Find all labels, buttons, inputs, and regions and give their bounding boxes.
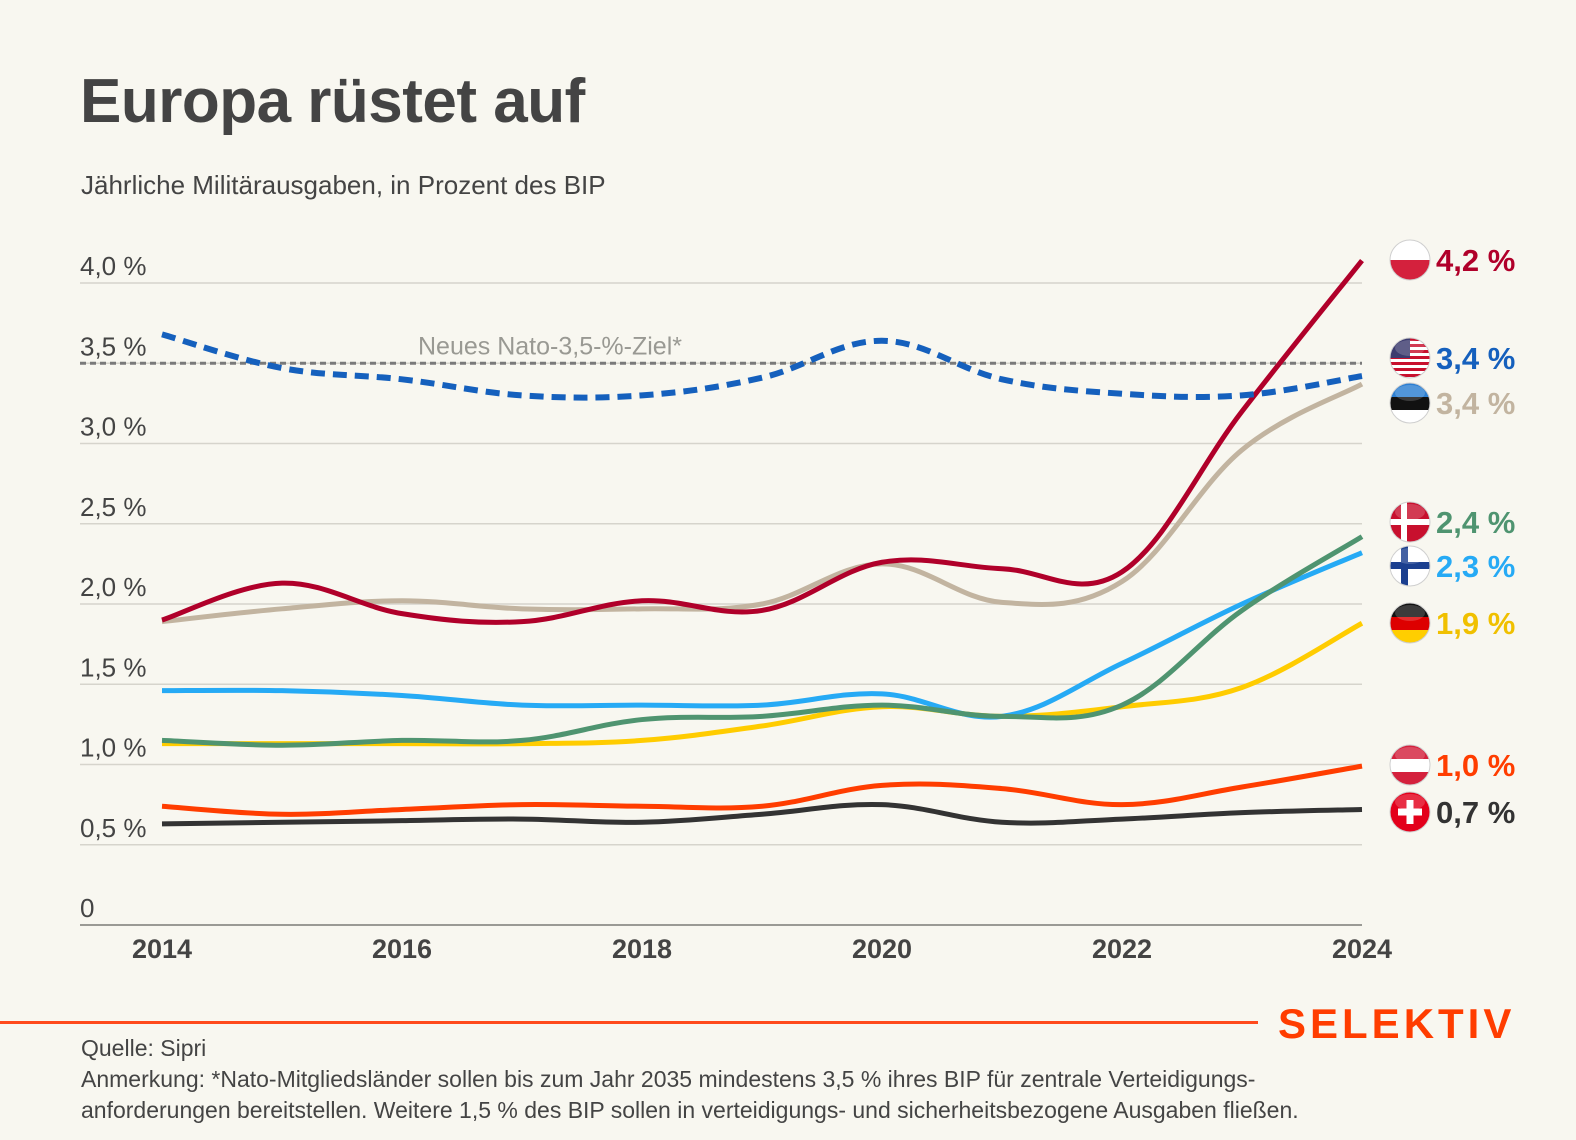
y-tick-label: 0,5 % [80, 813, 147, 843]
gridlines [80, 282, 1362, 926]
end-label-finnland: 2,3 % [1436, 549, 1515, 584]
flag-austria-icon [1389, 744, 1431, 786]
flag-switzerland-icon [1389, 791, 1431, 833]
flag-poland-icon [1389, 239, 1431, 281]
flag-estonia-icon [1389, 382, 1431, 424]
flag-us-icon [1389, 337, 1431, 379]
x-axis-ticks: 2014 2016 2018 2020 2022 2024 [132, 934, 1392, 964]
y-tick-label: 1,0 % [80, 733, 147, 763]
series-line-usa [161, 331, 1363, 401]
end-labels: 3,4 % 3,4 % 4,2 % 2,4 % 2,3 % 1,9 % 1,0 % 0,7 % [1389, 239, 1515, 833]
line-chart: 0 0,5 % 1,0 % 1,5 % 2,0 % 2,5 % 3,0 % 3,5 % 4,0 … [80, 239, 1515, 964]
series-line-estland [161, 381, 1364, 625]
footer-divider [0, 1021, 1258, 1024]
y-tick-label: 0 [80, 893, 94, 923]
source-note: Quelle: Sipri Anmerkung: *Nato-Mitglieds… [81, 1033, 1521, 1126]
end-label-estland: 3,4 % [1436, 386, 1515, 421]
y-axis-ticks: 0 0,5 % 1,0 % 1,5 % 2,0 % 2,5 % 3,0 % 3,5 % 4,0 … [80, 251, 147, 923]
x-tick-label: 2022 [1092, 934, 1152, 964]
note-line-1: Anmerkung: *Nato-Mitgliedsländer sollen … [81, 1066, 1256, 1092]
y-tick-label: 1,5 % [80, 652, 147, 682]
series-line-polen [161, 258, 1364, 625]
flag-denmark-icon [1389, 501, 1431, 543]
end-label-österreich: 1,0 % [1436, 748, 1515, 783]
chart-title: Europa rüstet auf [80, 67, 585, 136]
flag-germany-icon [1389, 602, 1431, 644]
series-lines [161, 258, 1364, 827]
y-tick-label: 3,0 % [80, 412, 147, 442]
y-tick-label: 2,5 % [80, 492, 147, 522]
x-tick-label: 2016 [372, 934, 432, 964]
series-line-schweiz [161, 801, 1363, 827]
flag-finland-icon [1389, 545, 1431, 587]
brand-logo: SELEKTIV [1278, 1000, 1516, 1047]
series-line-österreich [161, 763, 1363, 817]
end-label-deutschland: 1,9 % [1436, 606, 1515, 641]
x-tick-label: 2020 [852, 934, 912, 964]
reference-line-label: Neues Nato-3,5-%-Ziel* [418, 332, 682, 360]
end-label-polen: 4,2 % [1436, 243, 1515, 278]
end-label-schweiz: 0,7 % [1436, 795, 1515, 830]
x-tick-label: 2018 [612, 934, 672, 964]
x-tick-label: 2024 [1332, 934, 1392, 964]
end-label-dänemark: 2,4 % [1436, 505, 1515, 540]
y-tick-label: 4,0 % [80, 251, 147, 281]
chart-subtitle: Jährliche Militärausgaben, in Prozent de… [81, 170, 606, 200]
source-text: Quelle: Sipri [81, 1035, 207, 1061]
y-tick-label: 3,5 % [80, 331, 147, 361]
x-tick-label: 2014 [132, 934, 192, 964]
series-line-finnland [161, 550, 1363, 720]
y-tick-label: 2,0 % [80, 572, 147, 602]
nato-target-reference: Neues Nato-3,5-%-Ziel* [80, 332, 1362, 365]
end-label-usa: 3,4 % [1436, 341, 1515, 376]
series-line-dänemark [161, 534, 1364, 748]
note-line-2: anforderungen bereitstellen. Weitere 1,5… [81, 1097, 1299, 1123]
